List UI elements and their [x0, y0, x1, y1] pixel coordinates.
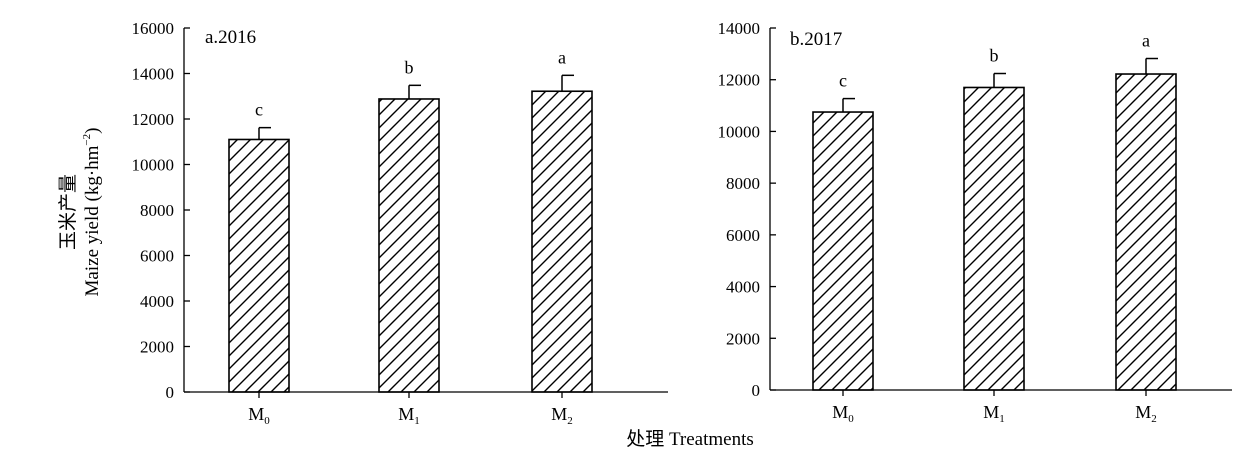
y-axis-title: 玉米产量 Maize yield (kg·hm−2) — [57, 128, 103, 297]
category-subscript: 2 — [1151, 413, 1157, 425]
panel-b-bar-0 — [812, 111, 874, 391]
panel-a-bar-1 — [378, 98, 440, 393]
panel-b-y-tick-label: 0 — [752, 381, 761, 400]
category-letter: M — [248, 404, 264, 424]
panel-b-category-label-2: M2 — [1135, 402, 1157, 425]
y-axis-title-chinese: 玉米产量 — [57, 174, 79, 250]
panel-b-y-tick-label: 6000 — [726, 226, 760, 245]
x-axis-title: 处理 Treatments — [626, 428, 754, 450]
panel-a-y-tick-label: 12000 — [132, 110, 175, 129]
panel-a-y-tick-label: 0 — [166, 383, 175, 402]
panel-b-y-tick-label: 8000 — [726, 174, 760, 193]
panel-a-y-tick-label: 16000 — [132, 19, 175, 38]
panel-a-significance-0: c — [255, 100, 263, 120]
category-letter: M — [551, 404, 567, 424]
panel-a-y-ticks: 0 2000 4000 6000 8000 10000 12000 14000 16000 — [132, 19, 190, 402]
panel-a-bar-0 — [228, 138, 290, 393]
category-subscript: 2 — [567, 415, 573, 427]
panel-b-bar-2 — [1115, 73, 1177, 391]
category-subscript: 0 — [264, 415, 270, 427]
category-subscript: 1 — [414, 415, 420, 427]
panel-a-category-label-1: M1 — [398, 404, 420, 427]
panel-b-significance-1: b — [990, 46, 999, 66]
panel-b-y-ticks: 0 2000 4000 6000 8000 10000 12000 14000 — [718, 19, 776, 400]
panel-b-title: b.2017 — [790, 29, 842, 50]
panel-a-significance-1: b — [405, 57, 414, 77]
panel-b-category-label-1: M1 — [983, 402, 1005, 425]
panel-b-y-tick-label: 10000 — [718, 122, 761, 141]
category-subscript: 0 — [848, 413, 854, 425]
panel-a-y-tick-label: 4000 — [140, 292, 174, 311]
panel-b-category-label-0: M0 — [832, 402, 854, 425]
category-letter: M — [983, 402, 999, 422]
panel-a-title: a.2016 — [205, 27, 256, 48]
y-axis-title-unit-close: ) — [82, 128, 103, 134]
panel-a-category-label-2: M2 — [551, 404, 573, 427]
panel-a-y-tick-label: 2000 — [140, 338, 174, 357]
panel-a-y-tick-label: 6000 — [140, 247, 174, 266]
panel-b-y-tick-label: 2000 — [726, 329, 760, 348]
panel-b-y-tick-label: 12000 — [718, 71, 761, 90]
y-axis-title-english: Maize yield (kg·hm−2) — [81, 128, 103, 297]
panel-a-bar-2 — [531, 90, 593, 393]
panel-b-bar-1 — [963, 86, 1025, 391]
category-letter: M — [832, 402, 848, 422]
category-subscript: 1 — [999, 413, 1005, 425]
y-axis-title-unit-exponent: −2 — [81, 134, 93, 146]
panel-a-y-tick-label: 14000 — [132, 65, 175, 84]
panel-b-y-tick-label: 4000 — [726, 278, 760, 297]
panel-a-2016: 0 2000 4000 6000 8000 10000 12000 14000 16000 c M… — [132, 19, 668, 427]
panel-a-significance-2: a — [558, 47, 566, 67]
panel-b-significance-0: c — [839, 71, 847, 91]
y-axis-title-unit: Maize yield (kg·hm — [82, 145, 103, 296]
panel-b-y-tick-label: 14000 — [718, 19, 761, 38]
panel-a-category-label-0: M0 — [248, 404, 270, 427]
category-letter: M — [1135, 402, 1151, 422]
panel-a-y-tick-label: 10000 — [132, 156, 175, 175]
category-letter: M — [398, 404, 414, 424]
panel-b-significance-2: a — [1142, 31, 1150, 51]
panel-a-y-tick-label: 8000 — [140, 201, 174, 220]
